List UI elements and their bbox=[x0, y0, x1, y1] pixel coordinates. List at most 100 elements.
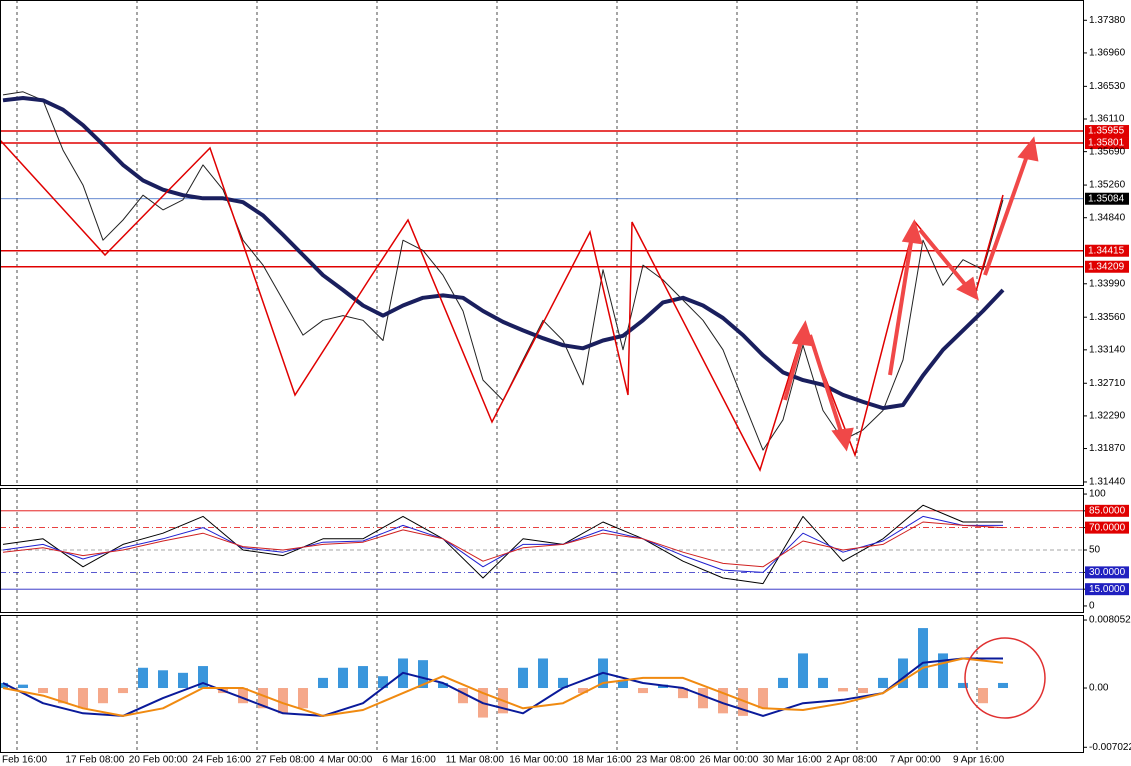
level-tag bbox=[1085, 137, 1129, 150]
x-tick-label: 17 Feb 08:00 bbox=[65, 755, 124, 766]
histogram-bar bbox=[558, 677, 568, 689]
arrow-head bbox=[831, 427, 854, 452]
series-line bbox=[2, 515, 1003, 573]
level-tag bbox=[1085, 244, 1129, 257]
y-tick-label: 1.36960 bbox=[1089, 48, 1126, 59]
histogram-bar bbox=[958, 682, 968, 689]
histogram-bar bbox=[858, 688, 868, 694]
y-tick-label: 0.00 bbox=[1089, 683, 1109, 694]
histogram-bar bbox=[718, 688, 728, 714]
series-line bbox=[2, 521, 1004, 568]
level-tag bbox=[1085, 192, 1129, 205]
y-tick-label: 1.31440 bbox=[1089, 477, 1126, 488]
histogram-bar bbox=[18, 684, 28, 689]
y-tick-label: 1.36110 bbox=[1089, 114, 1125, 125]
x-tick-label: Feb 16:00 bbox=[2, 755, 47, 766]
level-tag bbox=[1085, 260, 1129, 273]
y-tick-label: 1.33140 bbox=[1089, 344, 1126, 355]
zigzag bbox=[0, 139, 1004, 472]
histogram-bar bbox=[378, 676, 388, 689]
level-tag bbox=[1085, 566, 1129, 579]
y-tick-label: 1.34840 bbox=[1089, 212, 1126, 223]
level-tag bbox=[1085, 583, 1129, 596]
annotations bbox=[0, 139, 1004, 472]
level-label: 1.34209 bbox=[1088, 261, 1125, 272]
level-tag bbox=[1085, 521, 1129, 534]
histogram-bar bbox=[778, 677, 788, 689]
x-tick-label: 9 Apr 16:00 bbox=[953, 755, 1005, 766]
histogram-bar bbox=[878, 677, 888, 689]
x-tick-label: 7 Apr 00:00 bbox=[890, 755, 942, 766]
histogram-bar bbox=[138, 667, 148, 689]
histogram-bar bbox=[78, 688, 88, 709]
histogram-bar bbox=[518, 667, 528, 689]
histogram-bar bbox=[918, 628, 928, 689]
x-tick-label: 23 Mar 08:00 bbox=[636, 755, 695, 766]
histogram-bar bbox=[298, 688, 308, 709]
frames bbox=[0, 0, 1084, 753]
histogram-bar bbox=[418, 660, 428, 689]
x-tick-label: 2 Apr 08:00 bbox=[826, 755, 878, 766]
histogram-bar bbox=[578, 688, 588, 694]
histogram-bar bbox=[638, 688, 648, 694]
x-tick-label: 30 Mar 16:00 bbox=[763, 755, 822, 766]
oscillator-frame bbox=[0, 488, 1084, 613]
histogram-bar bbox=[258, 688, 268, 709]
level-tag bbox=[1085, 125, 1129, 138]
level-label: 1.35801 bbox=[1088, 138, 1125, 149]
x-tick-label: 26 Mar 00:00 bbox=[699, 755, 758, 766]
y-tick-label: 1.37380 bbox=[1089, 15, 1126, 26]
arrow-head bbox=[901, 219, 923, 245]
y-tick-label: 1.32710 bbox=[1089, 378, 1126, 389]
x-tick-label: 11 Mar 08:00 bbox=[446, 755, 505, 766]
y-tick-label: 1.32290 bbox=[1089, 411, 1126, 422]
histogram-bar bbox=[238, 688, 248, 704]
price-frame bbox=[0, 0, 1084, 486]
arrow-head bbox=[791, 320, 814, 347]
series-line bbox=[2, 657, 1004, 717]
x-tick-label: 6 Mar 16:00 bbox=[382, 755, 436, 766]
y-tick-label: 1.33560 bbox=[1089, 312, 1126, 323]
series-line bbox=[2, 657, 1003, 717]
y-tick-label: 1.35260 bbox=[1089, 180, 1126, 191]
histogram-bar bbox=[998, 682, 1008, 689]
arrow-head bbox=[1017, 136, 1039, 162]
arrows bbox=[783, 136, 1039, 452]
histogram-bar bbox=[738, 688, 748, 716]
x-tick-label: 24 Feb 16:00 bbox=[192, 755, 251, 766]
y-tick-label: 1.36530 bbox=[1089, 81, 1126, 92]
x-tick-label: 4 Mar 00:00 bbox=[319, 755, 373, 766]
histogram-bar bbox=[618, 680, 628, 689]
series-line bbox=[2, 504, 1003, 585]
histogram-bar bbox=[938, 653, 948, 689]
y-tick-label: 1.31870 bbox=[1089, 443, 1126, 454]
y-tick-label: 0 bbox=[1089, 601, 1095, 612]
y-tick-label: 70.0000 bbox=[1089, 522, 1126, 533]
arrow bbox=[983, 152, 1030, 276]
histogram-bar bbox=[338, 667, 348, 689]
histogram-bar bbox=[98, 688, 108, 704]
arrow bbox=[888, 235, 914, 376]
y-tick-label: 1.33990 bbox=[1089, 278, 1126, 289]
histogram-bar bbox=[158, 670, 168, 689]
histogram-bar bbox=[758, 688, 768, 709]
y-tick-label: 15.0000 bbox=[1089, 584, 1126, 595]
macd-frame bbox=[0, 615, 1084, 753]
series-line bbox=[2, 96, 1005, 411]
histogram-bar bbox=[198, 666, 208, 689]
histogram-bar bbox=[978, 688, 988, 704]
level-label: 1.34415 bbox=[1088, 245, 1125, 256]
level-tag bbox=[1085, 504, 1129, 517]
highlight-circle bbox=[964, 637, 1046, 719]
y-tick-label: 50 bbox=[1089, 545, 1101, 556]
histogram-bar bbox=[318, 677, 328, 689]
y-tick-label: 30.0000 bbox=[1089, 567, 1126, 578]
x-tick-label: 18 Mar 16:00 bbox=[573, 755, 632, 766]
arrow bbox=[918, 228, 970, 290]
histogram-bar bbox=[178, 672, 188, 689]
histogram-bar bbox=[898, 658, 908, 689]
level-label: 1.35955 bbox=[1088, 126, 1125, 137]
x-tick-label: 20 Feb 00:00 bbox=[129, 755, 188, 766]
level-label: 1.35084 bbox=[1088, 193, 1125, 204]
